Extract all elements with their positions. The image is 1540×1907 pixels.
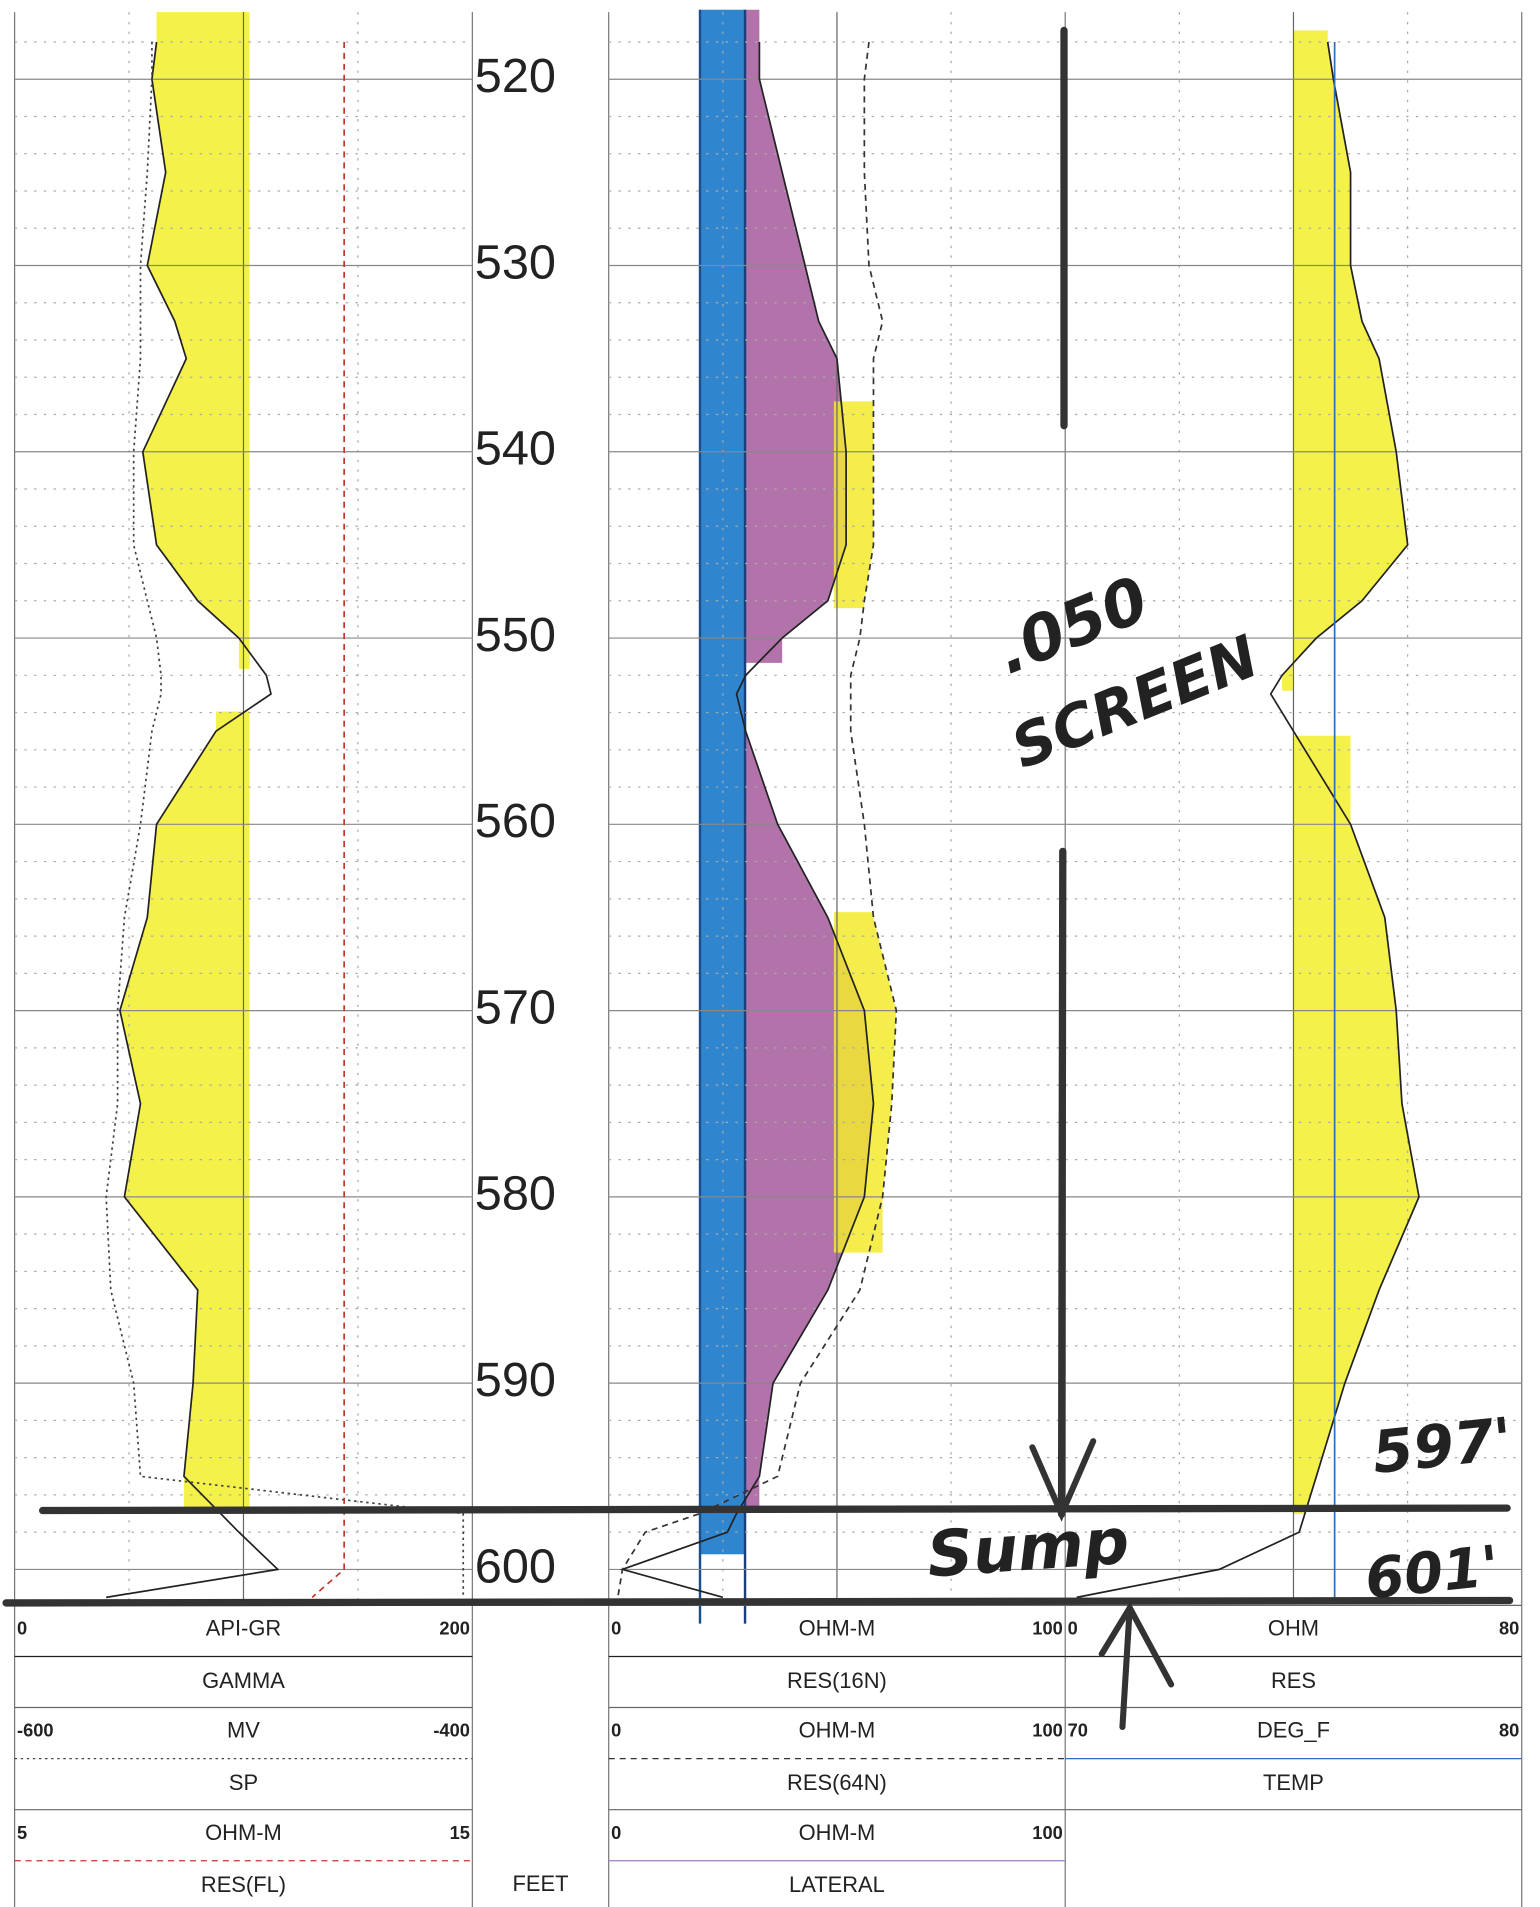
scale-min: 5 bbox=[17, 1822, 27, 1843]
depth-label: 570 bbox=[475, 980, 556, 1034]
depth-label: 580 bbox=[475, 1167, 556, 1221]
scale-max: -400 bbox=[433, 1720, 470, 1741]
curve-name: RES(16N) bbox=[787, 1668, 887, 1693]
highlight bbox=[833, 912, 897, 1253]
line-601 bbox=[2, 1596, 1514, 1607]
curve-name: GAMMA bbox=[202, 1668, 285, 1693]
curve-unit: OHM-M bbox=[205, 1820, 282, 1845]
log-curve bbox=[616, 41, 898, 1598]
depth-597: 597' bbox=[1369, 1405, 1515, 1487]
highlight bbox=[119, 711, 250, 1509]
arrow-up-head bbox=[1098, 1601, 1175, 1688]
scale-max: 100 bbox=[1032, 1720, 1062, 1741]
log-curve bbox=[105, 41, 465, 1598]
depth-unit: FEET bbox=[513, 1871, 569, 1896]
log-curve bbox=[619, 41, 875, 1599]
depth-601: 601' bbox=[1362, 1534, 1502, 1613]
highlight bbox=[833, 401, 874, 609]
scale-max: 100 bbox=[1032, 1822, 1062, 1843]
scale-max: 15 bbox=[450, 1822, 470, 1843]
highlights bbox=[119, 9, 1420, 1624]
highlight bbox=[745, 9, 847, 663]
highlight bbox=[1292, 735, 1420, 1515]
scale-min: 70 bbox=[1068, 1720, 1088, 1741]
depth-label: 530 bbox=[475, 235, 556, 289]
scale-max: 80 bbox=[1499, 1720, 1519, 1741]
screen-line bbox=[1057, 847, 1067, 1518]
curve-unit: DEG_F bbox=[1257, 1718, 1330, 1743]
depth-label: 550 bbox=[475, 608, 556, 662]
scale-min: 0 bbox=[17, 1618, 27, 1639]
handwriting: .050 SCREEN 597' Sump 601' bbox=[925, 562, 1516, 1613]
sump-label: Sump bbox=[925, 1504, 1132, 1592]
curve-unit: OHM bbox=[1268, 1615, 1319, 1640]
scale-min: 0 bbox=[611, 1822, 621, 1843]
line-597 bbox=[38, 1504, 1511, 1515]
scale-min: -600 bbox=[17, 1720, 54, 1741]
highlight bbox=[142, 12, 250, 669]
scale-max: 100 bbox=[1032, 1618, 1062, 1639]
scale-max: 200 bbox=[439, 1618, 469, 1639]
curve-unit: OHM-M bbox=[799, 1820, 876, 1845]
curve-unit: OHM-M bbox=[799, 1718, 876, 1743]
log-curve bbox=[1076, 41, 1420, 1599]
depth-label: 520 bbox=[475, 49, 556, 103]
curve-name: SP bbox=[229, 1770, 258, 1795]
scale-min: 0 bbox=[611, 1618, 621, 1639]
highlight bbox=[1282, 30, 1408, 691]
arrow-up bbox=[1119, 1604, 1133, 1731]
curve-unit: API-GR bbox=[206, 1615, 281, 1640]
scale-min: 0 bbox=[611, 1720, 621, 1741]
depth-label: 560 bbox=[475, 794, 556, 848]
depth-label: 540 bbox=[475, 422, 556, 476]
depth-label: 590 bbox=[475, 1353, 556, 1407]
scale-max: 80 bbox=[1499, 1618, 1519, 1639]
curve-unit: MV bbox=[227, 1718, 260, 1743]
log-curve bbox=[106, 41, 280, 1599]
depth-label: 600 bbox=[475, 1539, 556, 1593]
hand-marks bbox=[2, 26, 1514, 1731]
curve-name: RES(FL) bbox=[201, 1872, 286, 1897]
highlight bbox=[745, 729, 874, 1509]
log-curve bbox=[311, 41, 346, 1598]
curve-unit: OHM-M bbox=[799, 1615, 876, 1640]
curve-name: RES bbox=[1271, 1668, 1316, 1693]
curve-name: LATERAL bbox=[789, 1872, 885, 1897]
curves bbox=[105, 41, 1420, 1599]
scale-min: 0 bbox=[1068, 1618, 1078, 1639]
curve-name: RES(64N) bbox=[787, 1770, 887, 1795]
curve-name: TEMP bbox=[1263, 1770, 1324, 1795]
arrow-down bbox=[1029, 1438, 1097, 1522]
header: 0 200 API-GR GAMMA -600 -400 MV SP 5 15 OHM-M RES(F… bbox=[14, 1604, 1522, 1897]
